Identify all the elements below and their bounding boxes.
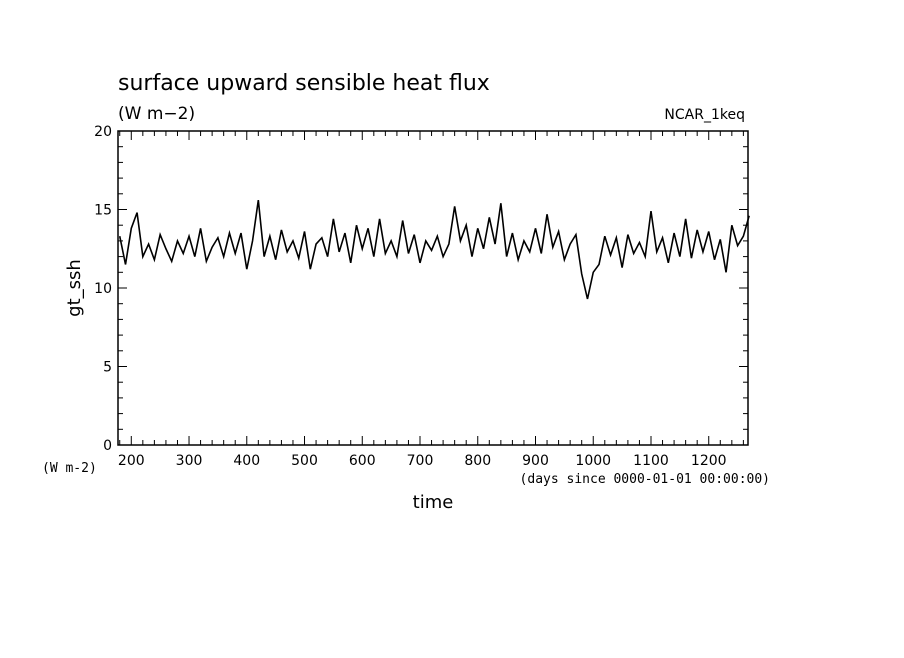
plot-frame (117, 130, 749, 446)
y-tick-label: 5 (103, 360, 112, 376)
x-axis-label: time (413, 492, 454, 513)
data-line (118, 199, 750, 300)
x-tick-label: 1000 (575, 453, 611, 469)
x-tick-label: 1100 (633, 453, 669, 469)
x-tick-label: 400 (233, 453, 260, 469)
y-tick-label: 10 (94, 281, 112, 297)
annotation: NCAR_1keq (664, 107, 745, 123)
y-axis-label: gt_ssh (64, 259, 85, 317)
chart-title: surface upward sensible heat flux (118, 71, 490, 96)
x-unit-label: (days since 0000-01-01 00:00:00) (520, 472, 770, 487)
y-unit-label: (W m-2) (42, 461, 97, 476)
x-tick-label: 800 (464, 453, 491, 469)
x-tick-label: 500 (291, 453, 318, 469)
y-tick-label: 0 (103, 438, 112, 454)
x-tick-label: 300 (176, 453, 203, 469)
x-tick-label: 900 (522, 453, 549, 469)
y-tick-label: 15 (94, 203, 112, 219)
x-tick-label: 700 (407, 453, 434, 469)
x-tick-label: 600 (349, 453, 376, 469)
chart-subtitle: (W m−2) (118, 104, 195, 124)
y-tick-label: 20 (94, 124, 112, 140)
x-tick-label: 1200 (691, 453, 727, 469)
x-tick-label: 200 (118, 453, 145, 469)
